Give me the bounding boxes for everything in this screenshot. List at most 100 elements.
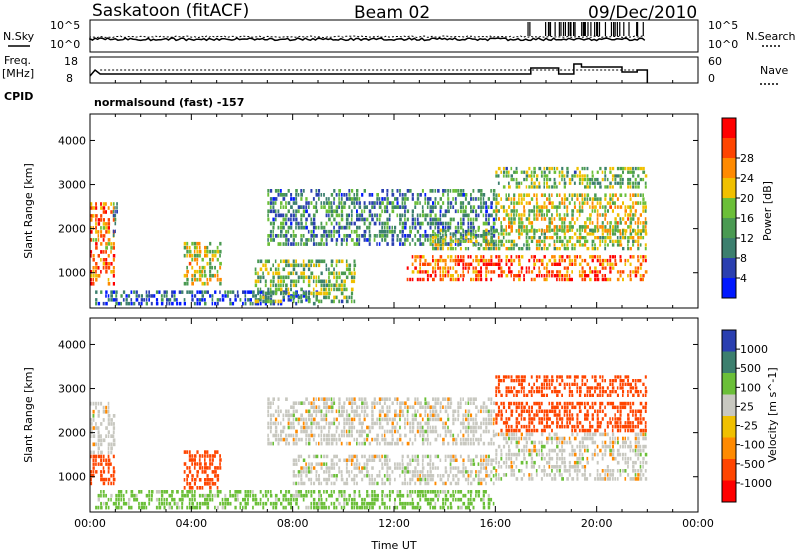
power-cell xyxy=(100,270,102,274)
velocity-cell xyxy=(295,442,298,446)
power-cell xyxy=(316,189,318,193)
power-cell xyxy=(199,250,202,254)
power-cell xyxy=(313,230,315,234)
velocity-cell xyxy=(480,482,482,486)
power-cell xyxy=(354,201,356,205)
power-cell xyxy=(381,238,383,242)
power-cell xyxy=(313,280,315,284)
velocity-cell xyxy=(300,438,303,442)
velocity-cell xyxy=(374,405,376,409)
velocity-cell xyxy=(381,462,383,466)
velocity-cell xyxy=(500,410,502,414)
power-colorbar-swatch xyxy=(722,178,736,198)
power-cell xyxy=(326,292,328,296)
power-cell xyxy=(136,298,139,302)
power-cell xyxy=(447,189,449,193)
velocity-cell xyxy=(407,418,409,422)
velocity-cell xyxy=(399,498,401,502)
power-cell xyxy=(379,242,381,246)
power-cell xyxy=(255,272,257,276)
power-cell xyxy=(642,229,644,233)
power-cell xyxy=(632,185,634,188)
power-cell xyxy=(300,193,303,197)
power-cell xyxy=(556,193,558,197)
power-cell xyxy=(597,274,599,277)
power-cell xyxy=(625,263,627,266)
velocity-cell xyxy=(412,498,414,502)
power-cell xyxy=(404,234,406,238)
power-cell xyxy=(495,217,497,221)
velocity-cell xyxy=(549,457,552,461)
power-cell xyxy=(285,230,287,234)
power-cell xyxy=(549,185,551,188)
velocity-cell xyxy=(399,401,402,405)
velocity-cell xyxy=(541,469,544,473)
velocity-cell xyxy=(209,490,212,494)
power-cell xyxy=(333,272,335,276)
power-cell xyxy=(262,272,264,276)
power-cell xyxy=(440,266,442,269)
velocity-cell xyxy=(571,445,573,449)
velocity-cell xyxy=(103,406,105,410)
velocity-cell xyxy=(478,438,480,442)
velocity-cell xyxy=(275,502,278,506)
velocity-cell xyxy=(328,438,330,442)
power-cell xyxy=(252,290,255,294)
power-cell xyxy=(500,266,502,269)
velocity-cell xyxy=(341,430,343,434)
power-cell xyxy=(599,255,601,258)
power-cell xyxy=(422,214,424,218)
velocity-cell xyxy=(460,401,462,405)
power-cell xyxy=(283,205,285,209)
velocity-cell xyxy=(495,477,497,481)
velocity-cell xyxy=(113,478,116,482)
velocity-cell xyxy=(584,449,586,453)
power-cell xyxy=(419,214,421,218)
power-cell xyxy=(442,266,445,269)
power-cell xyxy=(640,213,642,217)
power-cell xyxy=(392,242,395,246)
power-cell xyxy=(452,274,454,277)
power-cell xyxy=(300,234,302,238)
power-cell xyxy=(283,193,286,197)
power-cell xyxy=(607,209,609,213)
power-cell xyxy=(506,209,508,213)
velocity-cell xyxy=(412,426,415,430)
velocity-cell xyxy=(93,414,95,418)
velocity-cell xyxy=(181,502,183,506)
velocity-cell xyxy=(110,474,112,478)
velocity-cell xyxy=(609,477,611,481)
velocity-cell xyxy=(270,418,272,422)
velocity-cell xyxy=(531,410,533,414)
power-cell xyxy=(473,278,475,281)
power-cell xyxy=(199,290,202,294)
velocity-cell xyxy=(384,430,386,434)
power-cell xyxy=(455,189,457,193)
velocity-cell xyxy=(270,502,272,506)
power-cell xyxy=(321,242,323,246)
power-cell xyxy=(536,240,539,243)
power-cell xyxy=(508,174,510,177)
power-cell xyxy=(554,229,556,232)
velocity-cell xyxy=(592,453,594,457)
power-cell xyxy=(473,229,475,232)
power-cell xyxy=(366,205,368,209)
power-cell xyxy=(551,167,553,170)
velocity-cell xyxy=(191,486,193,490)
power-cell xyxy=(488,247,491,250)
power-cell xyxy=(554,259,557,262)
velocity-cell xyxy=(295,438,297,442)
power-cell xyxy=(625,213,627,217)
velocity-cell xyxy=(100,478,103,482)
power-cell xyxy=(571,259,573,262)
power-cell xyxy=(303,214,305,218)
velocity-cell xyxy=(455,410,457,414)
power-cell xyxy=(559,201,561,205)
power-cell xyxy=(589,278,592,281)
power-cell xyxy=(622,217,624,221)
power-cell xyxy=(288,189,290,193)
velocity-cell xyxy=(359,418,361,422)
power-cell xyxy=(447,270,449,273)
velocity-cell xyxy=(384,414,387,418)
power-cell xyxy=(207,250,209,254)
